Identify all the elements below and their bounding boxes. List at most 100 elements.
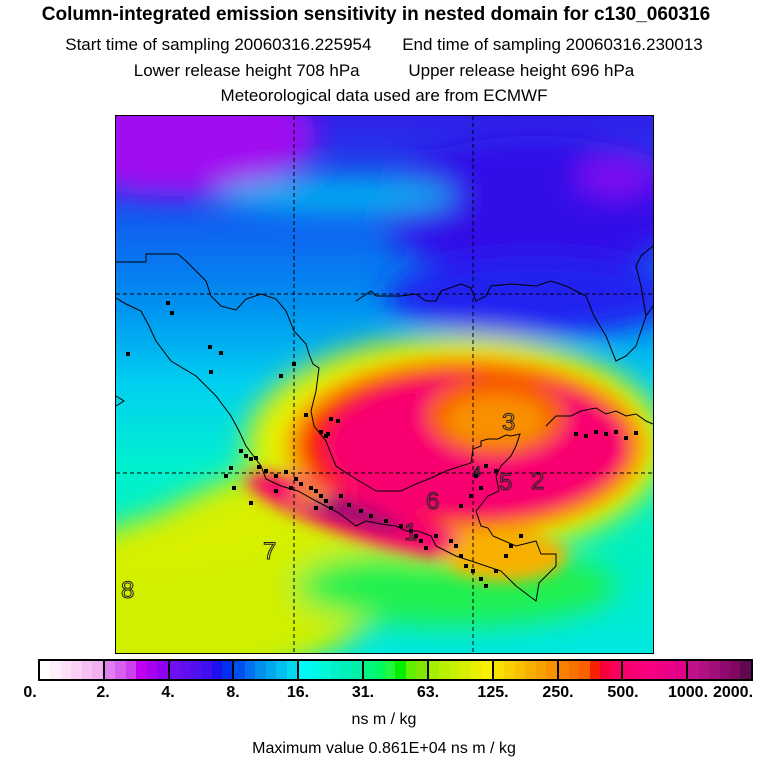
colorbar-swatch	[675, 661, 687, 679]
colorbar-swatch	[351, 661, 363, 679]
cluster-label-4: 4	[473, 463, 481, 479]
colorbar-swatch	[265, 661, 277, 679]
plot-title: Column-integrated emission sensitivity i…	[41, 4, 711, 25]
release-point-marker	[274, 474, 278, 478]
cluster-labels: 1 2 3 4 5 6 7 8	[121, 409, 545, 605]
colorbar-swatch	[688, 661, 699, 679]
colorbar-swatch	[730, 661, 741, 679]
release-point-marker	[257, 465, 261, 469]
colorbar-swatch	[460, 661, 471, 679]
maximum-value: Maximum value 0.861E+04 ns m / kg	[252, 740, 516, 757]
colorbar	[38, 659, 753, 681]
release-point-marker	[449, 539, 453, 543]
colorbar-swatch	[60, 661, 72, 679]
colorbar-tick-label: 63.	[416, 684, 440, 701]
colorbar-swatch	[221, 661, 233, 679]
colorbar-swatch	[589, 661, 601, 679]
release-point-marker	[419, 539, 423, 543]
colorbar-swatch	[385, 661, 396, 679]
colorbar-swatch	[190, 661, 202, 679]
colorbar-tick-label: 125.	[477, 684, 509, 701]
release-point-marker	[454, 544, 458, 548]
colorbar-segment	[169, 661, 235, 679]
release-point-marker	[574, 432, 578, 436]
colorbar-tick-label: 8.	[226, 684, 240, 701]
release-point-marker	[634, 431, 638, 435]
colorbar-swatch	[428, 661, 440, 679]
cluster-label-5: 5	[499, 469, 512, 496]
colorbar-tick-label: 500.	[607, 684, 639, 701]
release-point-marker	[424, 546, 428, 550]
release-point-marker	[294, 477, 298, 481]
colorbar-swatch	[395, 661, 406, 679]
colorbar-tick-label: 31.	[351, 684, 375, 701]
release-point-marker	[484, 464, 488, 468]
colorbar-swatch	[504, 661, 515, 679]
colorbar-swatch	[286, 661, 298, 679]
colorbar-swatch	[698, 661, 710, 679]
release-points	[126, 301, 638, 588]
colorbar-swatch	[600, 661, 611, 679]
release-point-marker	[244, 454, 248, 458]
met-data-source: Meteorological data used are from ECMWF	[220, 86, 548, 105]
release-point-marker	[324, 434, 328, 438]
release-point-marker	[484, 584, 488, 588]
cluster-label-3: 3	[502, 409, 515, 436]
release-point-marker	[284, 470, 288, 474]
release-point-marker	[459, 504, 463, 508]
colorbar-segment	[688, 661, 751, 679]
colorbar-swatch	[341, 661, 352, 679]
colorbar-swatch	[71, 661, 82, 679]
sensitivity-map: 1 2 3 4 5 6 7 8	[115, 115, 654, 654]
colorbar-swatch	[644, 661, 655, 679]
colorbar-swatch	[255, 661, 266, 679]
release-point-marker	[274, 489, 278, 493]
colorbar-units: ns m / kg	[351, 711, 417, 728]
release-point-marker	[479, 577, 483, 581]
colorbar-swatch	[364, 661, 375, 679]
release-point-marker	[170, 311, 174, 315]
colorbar-swatch	[740, 661, 751, 679]
start-time: Start time of sampling 20060316.225954	[65, 35, 372, 54]
release-point-marker	[289, 486, 293, 490]
release-point-marker	[494, 469, 498, 473]
release-point-marker	[369, 514, 373, 518]
coastlines	[116, 245, 653, 602]
release-point-marker	[504, 554, 508, 558]
colorbar-swatch	[234, 661, 245, 679]
release-point-marker	[309, 486, 313, 490]
colorbar-tick-label: 2000.	[712, 684, 754, 701]
colorbar-swatch	[719, 661, 730, 679]
colorbar-swatch	[405, 661, 417, 679]
upper-release-height: Upper release height 696 hPa	[408, 61, 635, 80]
release-point-marker	[224, 474, 228, 478]
release-point-marker	[399, 524, 403, 528]
colorbar-tick-label: 0.	[23, 684, 37, 701]
release-point-marker	[329, 417, 333, 421]
release-point-marker	[166, 301, 170, 305]
colorbar-swatch	[50, 661, 61, 679]
release-point-marker	[329, 506, 333, 510]
colorbar-segment	[558, 661, 624, 679]
release-point-marker	[232, 486, 236, 490]
end-time: End time of sampling 20060316.230013	[402, 35, 703, 54]
colorbar-swatch	[115, 661, 126, 679]
sensitivity-field: 1 2 3 4 5 6 7 8	[116, 116, 653, 653]
release-point-marker	[384, 519, 388, 523]
release-heights: Lower release height 708 hPa Upper relea…	[0, 61, 768, 81]
release-point-marker	[471, 569, 475, 573]
release-point-marker	[434, 534, 438, 538]
colorbar-tick-label: 2.	[96, 684, 110, 701]
colorbar-segment	[234, 661, 300, 679]
colorbar-segment	[299, 661, 365, 679]
sampling-times: Start time of sampling 20060316.225954 E…	[0, 35, 768, 55]
colorbar-swatch	[330, 661, 342, 679]
release-point-marker	[229, 466, 233, 470]
colorbar-swatch	[104, 661, 116, 679]
colorbar-swatch	[201, 661, 212, 679]
release-point-marker	[509, 544, 513, 548]
colorbar-segment	[40, 661, 105, 679]
colorbar-swatch	[568, 661, 580, 679]
colorbar-swatch	[470, 661, 482, 679]
release-point-marker	[414, 534, 418, 538]
